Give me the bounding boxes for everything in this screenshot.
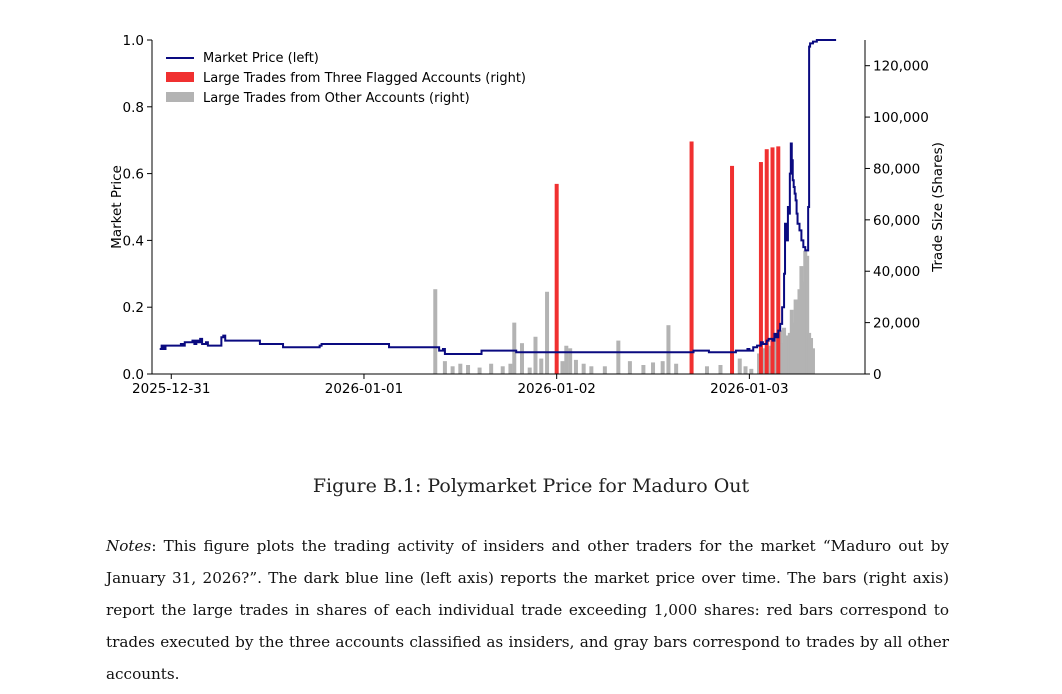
chart: 0.0 0.2 0.4 0.6 0.8 1.0 0 20,000 40,000 60,000 80… <box>109 33 946 397</box>
red-bar-2 <box>730 165 735 374</box>
red-bar-1 <box>689 141 694 374</box>
gray-bar-3 <box>458 363 463 374</box>
x-tick-label: 2026-01-03 <box>710 381 788 397</box>
red-bar-4 <box>764 149 769 374</box>
gray-bar-10 <box>519 343 524 374</box>
legend-label-price: Market Price (left) <box>203 51 319 66</box>
red-bar-5 <box>770 147 775 374</box>
legend: Market Price (left) Large Trades from Th… <box>166 51 526 106</box>
gray-bar-1 <box>442 361 447 374</box>
legend-label-flagged: Large Trades from Three Flagged Accounts… <box>203 71 526 86</box>
gray-bar-13 <box>539 358 544 374</box>
notes-label: Notes <box>106 537 152 555</box>
gray-bar-6 <box>489 363 494 374</box>
left-tick-label: 1.0 <box>123 33 144 49</box>
gray-bar-29 <box>704 366 709 374</box>
notes-text: : This figure plots the trading activity… <box>106 537 949 683</box>
gray-bar-8 <box>508 363 513 374</box>
gray-bar-0 <box>433 289 438 374</box>
gray-bar-23 <box>627 361 632 374</box>
gray-bar-22 <box>616 340 621 374</box>
red-bar-0 <box>554 183 559 374</box>
legend-swatch-other <box>166 92 194 102</box>
right-tick-label: 80,000 <box>873 161 920 177</box>
gray-bar-2 <box>450 366 455 374</box>
gray-bar-9 <box>512 322 517 374</box>
gray-bar-26 <box>660 361 665 374</box>
gray-bar-16 <box>564 345 569 374</box>
left-tick-label: 0.0 <box>123 367 144 383</box>
gray-bar-17 <box>568 348 573 374</box>
gray-bar-5 <box>477 367 482 374</box>
market-price-line <box>159 39 837 355</box>
x-tick-label: 2026-01-01 <box>325 381 403 397</box>
right-tick-label: 40,000 <box>873 264 920 280</box>
figure-notes: Notes: This figure plots the trading act… <box>106 530 949 690</box>
red-bar-3 <box>758 162 763 374</box>
left-tick-label: 0.8 <box>123 100 144 116</box>
gray-bar-32 <box>743 366 748 374</box>
gray-bar-18 <box>573 359 578 374</box>
right-tick-label: 60,000 <box>873 213 920 229</box>
gray-bar-14 <box>545 291 550 374</box>
gray-bar-24 <box>641 365 646 374</box>
gray-bar-19 <box>581 363 586 374</box>
gray-bar-31 <box>737 358 742 374</box>
gray-bar-28 <box>674 363 679 374</box>
gray-bar-27 <box>666 325 671 374</box>
gray-bar-12 <box>533 336 538 374</box>
gray-bar-15 <box>560 361 565 374</box>
gray-bar-11 <box>527 367 532 374</box>
x-tick-label: 2025-12-31 <box>132 381 210 397</box>
gray-bar-20 <box>589 366 594 374</box>
right-tick-label: 20,000 <box>873 316 920 332</box>
gray-bar-25 <box>651 362 656 374</box>
right-axis-label: Trade Size (Shares) <box>930 142 946 273</box>
legend-label-other: Large Trades from Other Accounts (right) <box>203 91 470 106</box>
left-tick-label: 0.4 <box>123 233 144 249</box>
legend-swatch-flagged <box>166 72 194 82</box>
right-tick-label: 0 <box>873 367 882 383</box>
gray-bar-53 <box>805 255 810 374</box>
x-tick-label: 2026-01-02 <box>517 381 595 397</box>
left-tick-label: 0.6 <box>123 167 144 183</box>
gray-bar-21 <box>602 366 607 374</box>
left-tick-label: 0.2 <box>123 300 144 316</box>
gray-bar-4 <box>466 365 471 374</box>
right-tick-label: 120,000 <box>873 59 929 75</box>
gray-bar-33 <box>749 368 754 374</box>
figure-caption: Figure B.1: Polymarket Price for Maduro … <box>312 475 750 497</box>
right-tick-label: 100,000 <box>873 110 929 126</box>
gray-bar-7 <box>500 366 505 374</box>
left-axis-label: Market Price <box>109 165 125 249</box>
red-bar-6 <box>776 146 781 374</box>
gray-bar-56 <box>810 348 815 374</box>
gray-bar-30 <box>718 365 723 374</box>
